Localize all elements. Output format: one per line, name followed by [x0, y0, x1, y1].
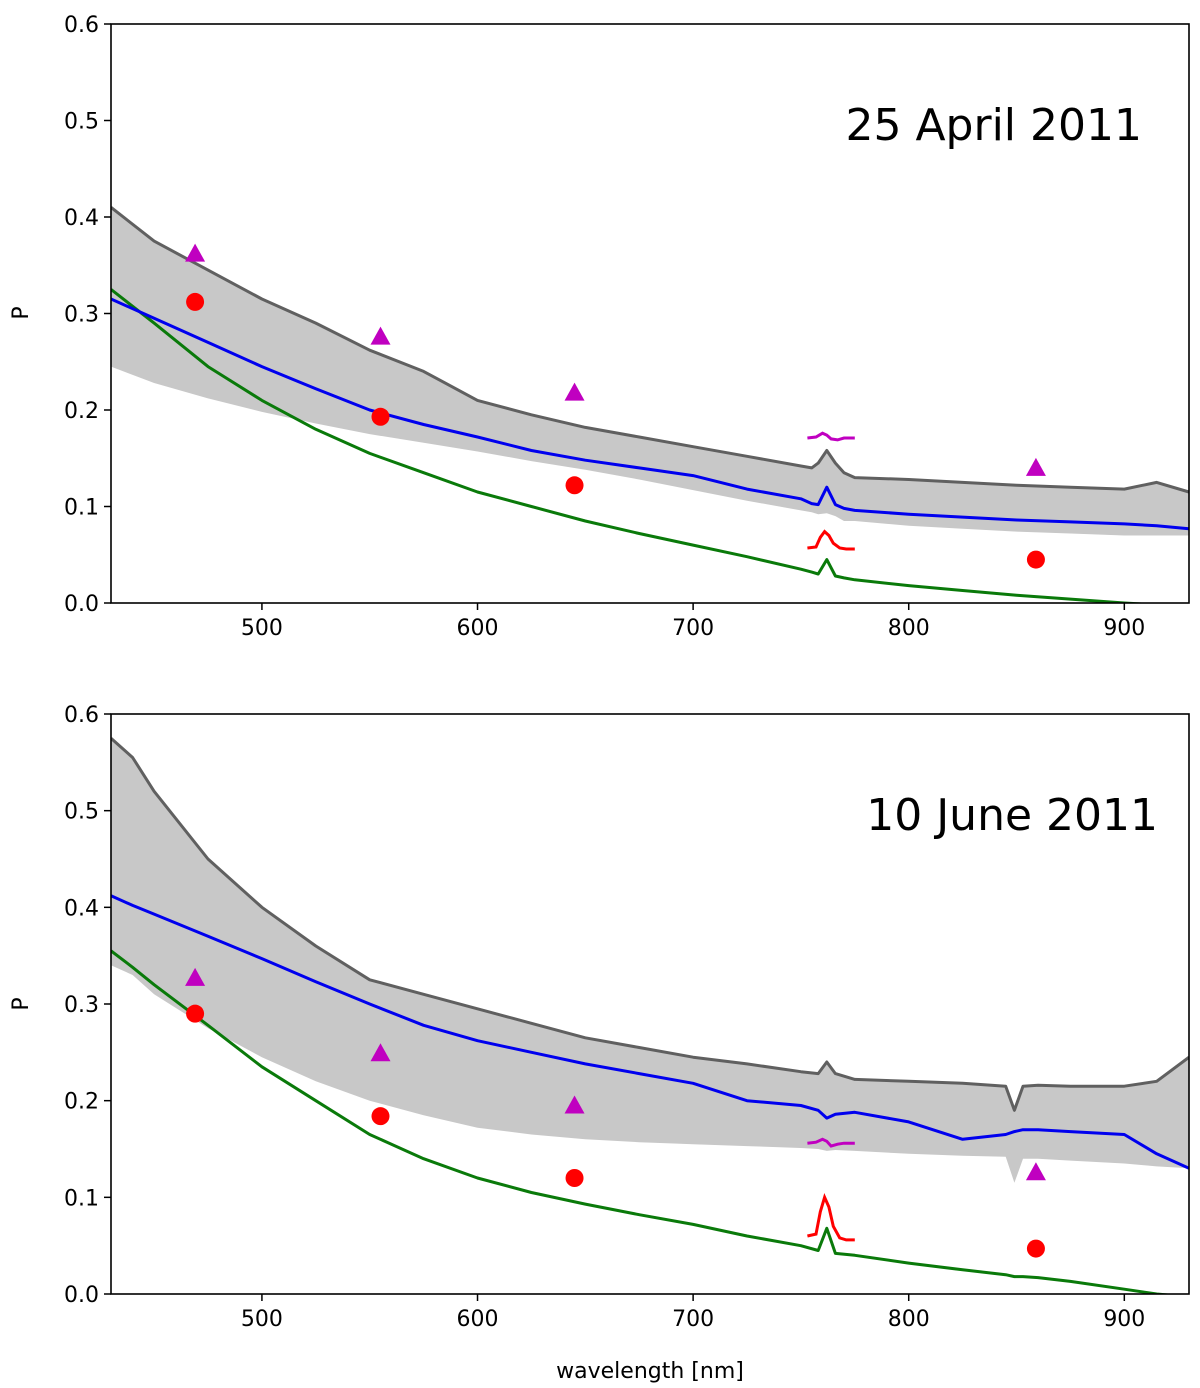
plot-area — [111, 206, 1189, 603]
x-axis-label: wavelength [nm] — [556, 1359, 744, 1384]
y-tick-label: 0.6 — [64, 703, 99, 728]
x-tick-label: 900 — [1103, 1307, 1145, 1332]
x-tick-label: 700 — [672, 1307, 714, 1332]
series-line-model-green — [111, 949, 1174, 1294]
circle-marker — [186, 1004, 205, 1023]
panel-bottom: 0.0 0.1 0.2 0.3 0.4 0.5 0.6 500 600 700 800 900 Pwav… — [9, 703, 1190, 1384]
triangle-marker — [1025, 457, 1046, 476]
y-tick-label: 0.0 — [64, 592, 99, 617]
y-tick-label: 0.2 — [64, 1090, 99, 1115]
x-tick-label: 500 — [241, 1307, 283, 1332]
x-tick-label: 600 — [457, 616, 499, 641]
y-tick-label: 0.0 — [64, 1283, 99, 1308]
y-tick-label: 0.1 — [64, 496, 99, 521]
inset-curve-magenta — [807, 1137, 855, 1148]
y-tick-label: 0.5 — [64, 110, 99, 135]
circle-marker — [186, 292, 205, 311]
y-tick-label: 0.3 — [64, 303, 99, 328]
y-axis-label: P — [9, 997, 34, 1010]
date-annotation: 10 June 2011 — [866, 790, 1158, 841]
date-annotation: 25 April 2011 — [845, 100, 1142, 151]
triangle-marker — [370, 326, 391, 345]
x-tick-label: 900 — [1103, 616, 1145, 641]
uncertainty-band — [111, 738, 1189, 1183]
triangle-marker — [185, 243, 206, 262]
series-line-band-upper — [111, 206, 1189, 494]
series-line-model-green — [111, 288, 1150, 603]
panel-top: 0.0 0.1 0.2 0.3 0.4 0.5 0.6 500 600 700 800 900 P 25 … — [9, 13, 1190, 641]
y-tick-label: 0.1 — [64, 1186, 99, 1211]
circle-marker — [1026, 1239, 1045, 1258]
inset-curve-red — [807, 529, 855, 551]
x-tick-label: 500 — [241, 616, 283, 641]
y-tick-label: 0.6 — [64, 13, 99, 38]
plot-area — [111, 737, 1189, 1294]
circle-marker — [565, 1169, 584, 1187]
x-tick-label: 600 — [457, 1307, 499, 1332]
triangle-marker — [564, 382, 585, 401]
y-tick-label: 0.4 — [64, 206, 99, 231]
circle-marker — [371, 407, 390, 426]
x-tick-label: 800 — [888, 616, 930, 641]
y-tick-label: 0.4 — [64, 896, 99, 921]
x-tick-label: 800 — [888, 1307, 930, 1332]
circle-marker — [1026, 550, 1045, 569]
triangle-marker — [185, 967, 206, 986]
circle-marker — [371, 1107, 390, 1126]
series-line-band-upper — [111, 737, 1189, 1112]
y-tick-label: 0.3 — [64, 993, 99, 1018]
y-axis-label: P — [9, 306, 34, 319]
inset-curve-magenta — [807, 431, 855, 442]
x-tick-label: 700 — [672, 616, 714, 641]
triangle-marker — [1025, 1162, 1046, 1181]
circle-marker — [565, 476, 584, 495]
y-tick-label: 0.2 — [64, 399, 99, 424]
y-tick-label: 0.5 — [64, 800, 99, 825]
series-line-model-blue — [111, 894, 1189, 1170]
triangle-marker — [564, 1095, 585, 1114]
series-line-model-blue — [111, 297, 1189, 531]
triangle-marker — [370, 1043, 391, 1062]
inset-curve-red — [807, 1192, 855, 1242]
